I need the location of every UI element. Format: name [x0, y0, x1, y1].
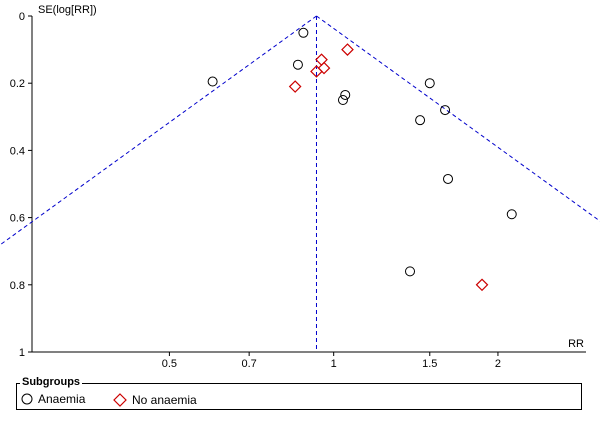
x-axis-title: RR	[568, 338, 584, 350]
legend-label-no-anaemia: No anaemia	[132, 393, 197, 407]
y-tick-label: 0.8	[10, 280, 25, 292]
x-tick-label: 2	[495, 358, 501, 370]
diamond-marker-icon	[113, 393, 127, 407]
y-tick-label: 1	[19, 347, 25, 359]
legend-item-no-anaemia: No anaemia	[112, 392, 197, 408]
x-tick-label: 1	[331, 358, 337, 370]
circle-point	[424, 78, 435, 89]
y-tick-label: 0.2	[10, 78, 25, 90]
data-points	[207, 27, 517, 292]
circle-point	[292, 59, 303, 70]
circle-point	[440, 105, 451, 116]
diamond-point	[317, 61, 331, 75]
y-tick-label: 0.4	[10, 145, 25, 157]
diamond-point	[288, 80, 302, 93]
x-tick-label: 0.5	[162, 358, 177, 370]
legend-item-anaemia: Anaemia	[20, 392, 85, 406]
circle-point	[443, 173, 454, 184]
y-axis-title: SE(log[RR])	[38, 4, 97, 16]
y-tick-label: 0	[19, 11, 25, 23]
funnel-left-line	[0, 15, 317, 246]
x-tick-label: 0.7	[242, 358, 257, 370]
circle-point	[405, 266, 416, 277]
diamond-point	[341, 43, 354, 56]
y-tick-label: 0.6	[10, 213, 25, 225]
diamond-point	[310, 65, 323, 78]
circle-point	[337, 95, 348, 105]
circle-point	[415, 115, 426, 126]
circle-point	[506, 209, 517, 220]
legend-label-anaemia: Anaemia	[38, 392, 86, 406]
funnel-right-line	[316, 15, 600, 222]
diamond-point	[475, 278, 489, 292]
circle-point	[298, 27, 309, 38]
legend-title: Subgroups	[20, 376, 83, 388]
funnel-lines	[0, 15, 600, 352]
circle-marker-icon	[21, 393, 33, 405]
plot-axes: 0 0.2 0.4 0.6 0.8 1 0.5 0.7 1 1.5 2	[10, 11, 586, 370]
x-tick-label: 1.5	[422, 358, 437, 370]
legend-box	[16, 383, 582, 410]
circle-point	[340, 89, 351, 100]
circle-point	[207, 76, 218, 87]
